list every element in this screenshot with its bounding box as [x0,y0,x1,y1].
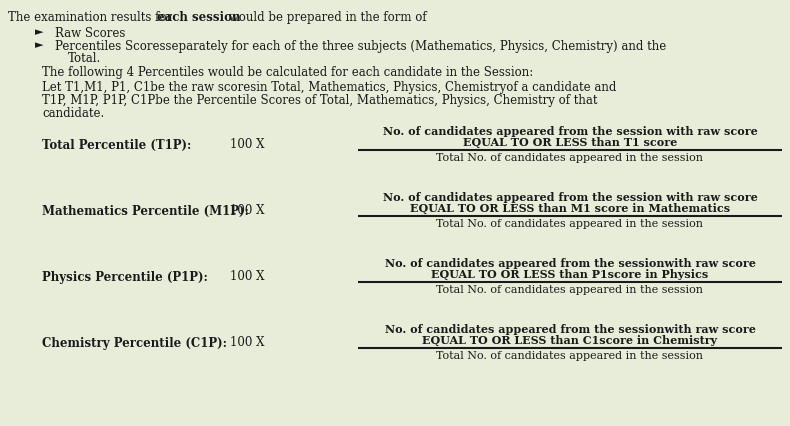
Text: T1P, M1P, P1P, C1Pbe the Percentile Scores of Total, Mathematics, Physics, Chemi: T1P, M1P, P1P, C1Pbe the Percentile Scor… [42,94,597,107]
Text: No. of candidates appeared from the session with raw score: No. of candidates appeared from the sess… [382,126,758,137]
Text: EQUAL TO OR LESS than T1 score: EQUAL TO OR LESS than T1 score [463,137,677,148]
Text: No. of candidates appeared from the session with raw score: No. of candidates appeared from the sess… [382,192,758,203]
Text: The following 4 Percentiles would be calculated for each candidate in the Sessio: The following 4 Percentiles would be cal… [42,66,533,79]
Text: Percentiles Scoresseparately for each of the three subjects (Mathematics, Physic: Percentiles Scoresseparately for each of… [55,40,666,53]
Text: Total No. of candidates appeared in the session: Total No. of candidates appeared in the … [437,285,704,295]
Text: would be prepared in the form of: would be prepared in the form of [225,11,427,24]
Text: Physics Percentile (P1P):: Physics Percentile (P1P): [42,271,208,283]
Text: candidate.: candidate. [42,107,104,120]
Text: Total No. of candidates appeared in the session: Total No. of candidates appeared in the … [437,153,704,163]
Text: The examination results for: The examination results for [8,11,176,24]
Text: EQUAL TO OR LESS than P1score in Physics: EQUAL TO OR LESS than P1score in Physics [431,269,709,280]
Text: ►: ► [35,40,43,50]
Text: Total Percentile (T1P):: Total Percentile (T1P): [42,138,191,152]
Text: EQUAL TO OR LESS than M1 score in Mathematics: EQUAL TO OR LESS than M1 score in Mathem… [410,203,730,214]
Text: Chemistry Percentile (C1P):: Chemistry Percentile (C1P): [42,337,227,349]
Text: No. of candidates appeared from the sessionwith raw score: No. of candidates appeared from the sess… [385,324,755,335]
Text: Total No. of candidates appeared in the session: Total No. of candidates appeared in the … [437,219,704,229]
Text: Mathematics Percentile (M1P):: Mathematics Percentile (M1P): [42,204,249,218]
Text: EQUAL TO OR LESS than C1score in Chemistry: EQUAL TO OR LESS than C1score in Chemist… [423,335,717,346]
Text: each session: each session [157,11,240,24]
Text: Total No. of candidates appeared in the session: Total No. of candidates appeared in the … [437,351,704,361]
Text: Let T1,M1, P1, C1be the raw scoresin Total, Mathematics, Physics, Chemistryof a : Let T1,M1, P1, C1be the raw scoresin Tot… [42,81,616,94]
Text: ►: ► [35,27,43,37]
Text: 100 X: 100 X [230,138,265,152]
Text: Total.: Total. [68,52,101,65]
Text: 100 X: 100 X [230,337,265,349]
Text: No. of candidates appeared from the sessionwith raw score: No. of candidates appeared from the sess… [385,258,755,269]
Text: 100 X: 100 X [230,204,265,218]
Text: 100 X: 100 X [230,271,265,283]
Text: Raw Scores: Raw Scores [55,27,126,40]
